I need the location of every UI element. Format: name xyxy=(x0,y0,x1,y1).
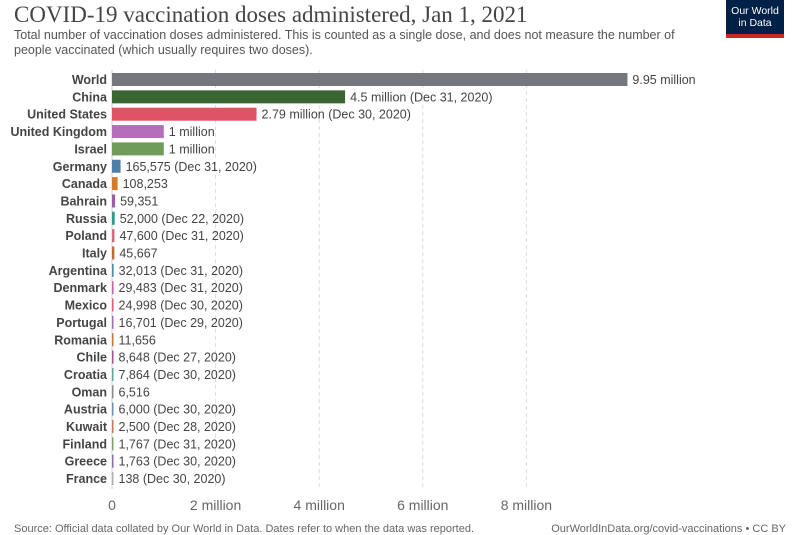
bar xyxy=(112,159,121,173)
category-label: Argentina xyxy=(49,264,108,278)
category-label: Croatia xyxy=(64,368,108,382)
x-tick-label: 2 million xyxy=(190,497,241,513)
bar xyxy=(112,90,346,104)
bar xyxy=(112,125,164,139)
bar xyxy=(112,194,116,208)
category-label: China xyxy=(72,90,108,104)
value-label: 1 million xyxy=(169,125,215,139)
category-label: Italy xyxy=(82,247,107,261)
value-label: 52,000 (Dec 22, 2020) xyxy=(120,212,244,226)
bar xyxy=(112,385,114,399)
chart-subtitle: Total number of vaccination doses admini… xyxy=(14,28,675,57)
value-label: 108,253 xyxy=(123,177,168,191)
bar xyxy=(112,73,628,86)
logo-line-2: in Data xyxy=(738,17,772,29)
value-label: 165,575 (Dec 31, 2020) xyxy=(126,160,257,174)
category-label: United Kingdom xyxy=(10,125,107,139)
value-label: 6,000 (Dec 30, 2020) xyxy=(119,403,236,417)
bar xyxy=(112,333,114,347)
bar xyxy=(112,315,114,329)
bar xyxy=(112,177,118,191)
value-label: 29,483 (Dec 31, 2020) xyxy=(119,281,243,295)
value-label: 45,667 xyxy=(119,247,157,261)
value-label: 59,351 xyxy=(120,194,158,208)
bar xyxy=(112,246,115,260)
value-label: 16,701 (Dec 29, 2020) xyxy=(119,316,243,330)
bar-chart: 0 2 million 4 million 6 million 8 million Wor… xyxy=(10,70,696,513)
chart-title: COVID-19 vaccination doses administered,… xyxy=(14,2,528,27)
category-label: Oman xyxy=(72,385,107,399)
owid-logo[interactable]: Our World in Data xyxy=(726,0,784,38)
category-label: Russia xyxy=(66,212,108,226)
value-label: 138 (Dec 30, 2020) xyxy=(119,472,226,486)
source-url[interactable]: OurWorldInData.org/covid-vaccinations • … xyxy=(551,523,786,535)
x-tick-label: 8 million xyxy=(501,497,552,513)
category-label: Canada xyxy=(62,177,108,191)
bar xyxy=(112,281,114,295)
category-label: France xyxy=(66,472,107,486)
category-label: Israel xyxy=(74,142,107,156)
category-label: Poland xyxy=(65,229,107,243)
category-label: Bahrain xyxy=(60,194,107,208)
bar xyxy=(112,298,114,312)
bar xyxy=(112,350,114,364)
bar xyxy=(112,437,114,451)
source-note: Source: Official data collated by Our Wo… xyxy=(14,523,474,535)
bar xyxy=(112,472,114,486)
category-label: Greece xyxy=(65,455,107,469)
value-label: 6,516 xyxy=(119,385,150,399)
category-label: Germany xyxy=(53,160,107,174)
value-label: 8,648 (Dec 27, 2020) xyxy=(119,351,236,365)
category-label: World xyxy=(72,73,107,87)
value-label: 47,600 (Dec 31, 2020) xyxy=(119,229,243,243)
x-tick-label: 0 xyxy=(108,497,116,513)
logo-line-1: Our World xyxy=(731,5,779,17)
value-label: 4.5 million (Dec 31, 2020) xyxy=(350,90,492,104)
bar xyxy=(112,454,114,468)
bar xyxy=(112,211,115,225)
x-tick-label: 6 million xyxy=(397,497,448,513)
value-label: 32,013 (Dec 31, 2020) xyxy=(119,264,243,278)
category-label: Denmark xyxy=(54,281,108,295)
category-label: Mexico xyxy=(65,299,108,313)
value-label: 11,656 xyxy=(119,333,156,347)
bar xyxy=(112,402,114,416)
value-label: 24,998 (Dec 30, 2020) xyxy=(119,299,243,313)
bar xyxy=(112,420,114,433)
value-label: 2.79 million (Dec 30, 2020) xyxy=(262,108,411,122)
category-label: Kuwait xyxy=(66,420,108,434)
x-tick-label: 4 million xyxy=(294,497,345,513)
value-label: 1,763 (Dec 30, 2020) xyxy=(119,455,236,469)
bar xyxy=(112,263,114,277)
value-label: 1,767 (Dec 31, 2020) xyxy=(119,437,236,451)
category-label: Portugal xyxy=(56,316,107,330)
category-label: Austria xyxy=(64,403,108,417)
value-label: 2,500 (Dec 28, 2020) xyxy=(119,420,236,434)
category-label: Romania xyxy=(54,333,108,347)
category-label: Finland xyxy=(63,437,107,451)
bar xyxy=(112,142,164,156)
bar xyxy=(112,229,115,243)
value-label: 9.95 million xyxy=(632,73,695,87)
bar xyxy=(112,107,257,121)
value-label: 7,864 (Dec 30, 2020) xyxy=(119,368,236,382)
bar xyxy=(112,367,114,381)
category-label: United States xyxy=(27,108,107,122)
category-label: Chile xyxy=(76,351,107,365)
value-label: 1 million xyxy=(169,142,215,156)
